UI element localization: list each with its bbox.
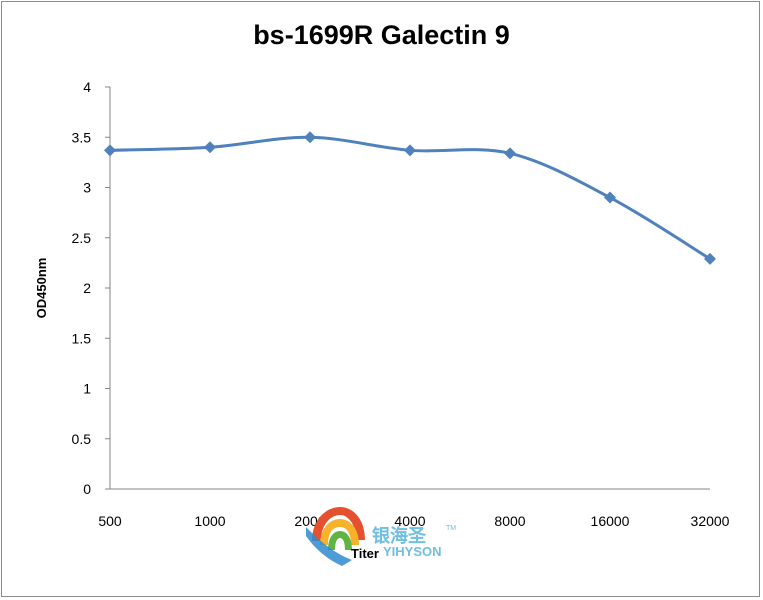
y-tick-label: 0	[83, 481, 91, 497]
x-tick-label: 1000	[194, 513, 225, 529]
data-point-marker	[504, 147, 516, 160]
data-point-marker	[704, 252, 716, 265]
y-tick-label: 1.5	[72, 330, 92, 346]
data-point-marker	[204, 141, 216, 154]
y-tick-label: 2	[83, 280, 91, 296]
y-tick-label: 1	[83, 381, 91, 397]
data-point-marker	[104, 144, 116, 157]
y-tick-label: 0.5	[72, 431, 92, 447]
logo-brand-text: YIHYSON	[383, 544, 442, 559]
logo-trademark: TM	[446, 525, 456, 532]
y-axis-title: OD450nm	[34, 258, 49, 319]
y-tick-label: 2.5	[72, 230, 92, 246]
logo-wave-blue	[306, 527, 352, 566]
data-point-marker	[304, 131, 316, 144]
x-tick-label: 500	[98, 513, 122, 529]
x-tick-label: 32000	[691, 513, 730, 529]
y-tick-label: 4	[83, 79, 91, 95]
y-tick-label: 3	[83, 180, 91, 196]
logo-arc-green	[328, 531, 352, 550]
data-point-marker	[404, 144, 416, 157]
watermark-logo: 银海圣 TM YIHYSON	[306, 507, 456, 566]
logo-arc-red	[312, 507, 365, 541]
y-tick-label: 3.5	[72, 129, 92, 145]
data-point-marker	[604, 191, 616, 204]
x-tick-label: 4000	[394, 513, 425, 529]
logo-chinese-text: 银海圣	[372, 525, 427, 547]
logo-arc-orange	[320, 519, 359, 545]
x-axis-title: Titer	[351, 546, 379, 561]
x-tick-label: 16000	[591, 513, 630, 529]
chart-title: bs-1699R Galectin 9	[253, 20, 510, 50]
x-tick-label: 8000	[494, 513, 525, 529]
